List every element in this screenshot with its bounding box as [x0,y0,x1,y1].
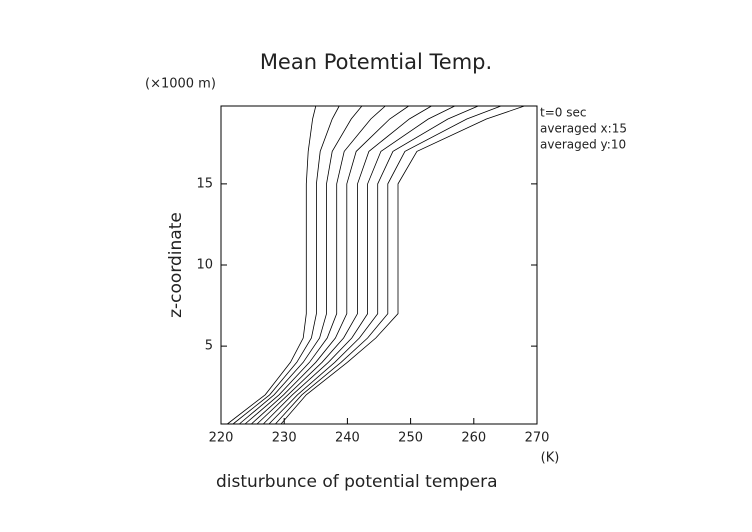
profile-line [268,105,479,425]
annotation: averaged y:10 [540,138,626,152]
chart-title: Mean Potemtial Temp. [260,50,492,74]
profile-line [239,105,363,425]
x-tick-label: 220 [209,431,234,446]
x-tick-label: 260 [461,431,486,446]
x-tick-label: 250 [398,431,423,446]
plot-frame [220,105,538,425]
y-tick-label: 5 [205,339,213,354]
y-tick-label: 10 [196,258,213,273]
profile-line [227,105,317,425]
x-tick-label: 230 [272,431,297,446]
profile-line [244,105,386,425]
profile-line [280,105,525,425]
y-tick-label: 15 [196,176,213,191]
x-tick-label: 270 [525,431,550,446]
profile-line [263,105,455,425]
y-unit: (×1000 m) [145,77,216,92]
annotation: t=0 sec [540,106,586,120]
x-axis-label: disturbunce of potential tempera [216,472,498,492]
profile-line [256,105,432,425]
x-tick-label: 240 [335,431,360,446]
profile-line [232,105,340,425]
profile-line [275,105,502,425]
annotation: averaged x:15 [540,122,627,136]
profile-line [251,105,409,425]
x-unit: (K) [541,451,560,466]
y-axis-label: z-coordinate [166,212,186,318]
